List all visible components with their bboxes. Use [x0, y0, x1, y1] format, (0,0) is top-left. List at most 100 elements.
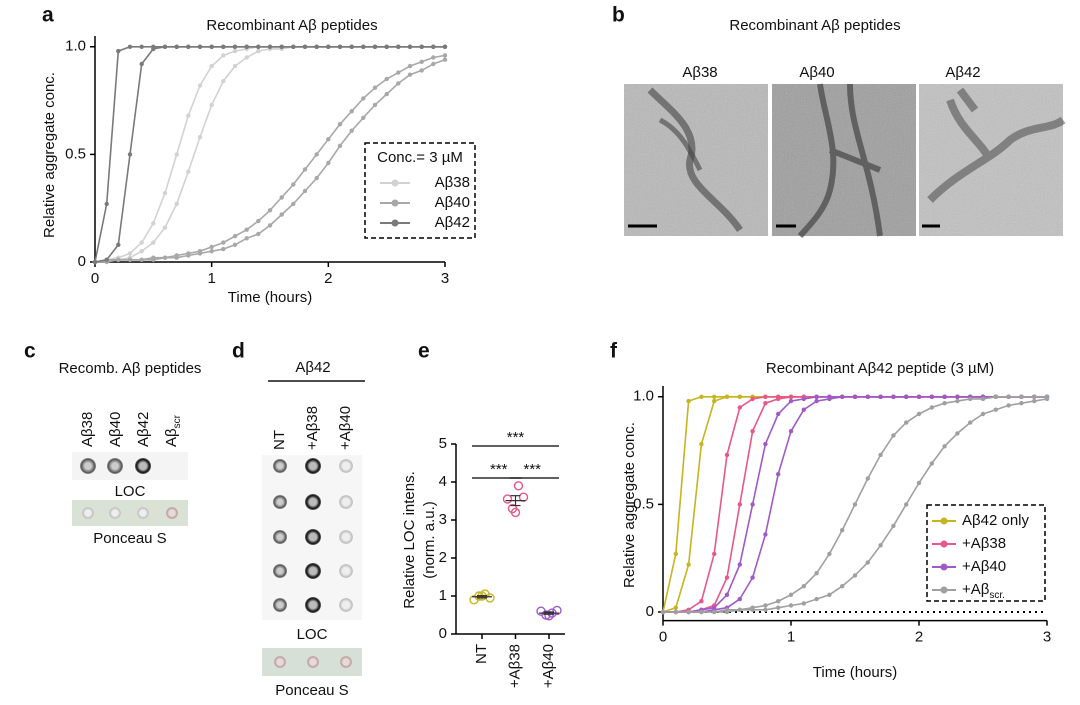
x-tick-label: 2 [324, 270, 332, 287]
data-point [518, 492, 529, 502]
legend-label-sub: scr. [989, 590, 1005, 601]
legend-dot [940, 586, 948, 594]
y-tick-label: 1.0 [633, 388, 654, 405]
x-tick-label: 3 [441, 270, 449, 287]
blot-dot [107, 458, 123, 474]
panel-title: Aβ42 [295, 359, 330, 376]
stain-dot [82, 507, 94, 519]
blot-dot [273, 459, 287, 473]
legend-dot [940, 563, 948, 571]
x-tick-label: +Aβ40 [540, 644, 557, 688]
image-label: Aβ38 [682, 64, 717, 81]
y-tick-label: 0.5 [65, 145, 86, 162]
blot-dots [273, 458, 353, 613]
stain-dot [274, 656, 286, 668]
blot-dot [305, 494, 321, 510]
y-tick-label: 0 [78, 253, 86, 270]
curve [660, 396, 1050, 615]
legend-label-main: Aβ38 [435, 174, 470, 191]
legend-label-main: Aβ42 only [962, 512, 1030, 529]
y-axis-label: (norm. a.u.) [421, 501, 438, 579]
legend-dot [940, 540, 948, 548]
significance-label: *** [523, 461, 541, 478]
legend-label: Aβ42 [435, 214, 470, 231]
chart-title: Recombinant Aβ peptides [206, 17, 377, 34]
significance-label: *** [490, 461, 508, 478]
legend-label: +Aβ40 [962, 558, 1006, 575]
y-axis-label: Relative LOC intens. [401, 471, 418, 609]
curve [92, 44, 448, 265]
y-tick-label: 0 [439, 625, 447, 642]
y-tick-label: 2 [439, 549, 447, 566]
x-tick-label: +Aβ38 [506, 644, 523, 688]
fibril [927, 87, 1066, 203]
lane-label-main: Aβ [163, 428, 180, 447]
legend-label-main: +Aβ [962, 581, 990, 598]
blot-dot [305, 597, 321, 613]
lane-label: +Aβ38 [304, 406, 321, 450]
lane-label: Aβscr [163, 414, 183, 447]
lane-label: Aβ38 [79, 412, 96, 447]
stain-dot [166, 507, 178, 519]
stain-label: Ponceau S [275, 682, 348, 699]
panel-title: Recombinant Aβ peptides [729, 17, 900, 34]
panel-label: a [42, 4, 54, 27]
legend-dot [391, 219, 399, 227]
panel-label: d [232, 340, 245, 363]
blot-dot [273, 598, 287, 612]
blot-dot [339, 495, 353, 509]
fibril [797, 83, 883, 239]
data-point [510, 507, 521, 518]
tem-images [624, 83, 1066, 239]
x-tick-label: 3 [1043, 629, 1051, 646]
chart-title: Recombinant Aβ42 peptide (3 µM) [766, 360, 994, 377]
legend-label: +Aβ38 [962, 535, 1006, 552]
texture [919, 84, 1063, 236]
legend-label: Aβ38 [435, 174, 470, 191]
legend-label-main: +Aβ40 [962, 558, 1006, 575]
x-tick-label: 0 [91, 270, 99, 287]
data-point [513, 481, 524, 491]
y-tick-label: 0.5 [633, 495, 654, 512]
legend-label: +Aβscr. [962, 581, 1005, 601]
panel-title: Recomb. Aβ peptides [59, 360, 202, 377]
significance-label: *** [507, 429, 525, 446]
stain-dot [109, 507, 121, 519]
x-tick-label: 0 [659, 629, 667, 646]
panel-label: b [612, 4, 625, 27]
legend-label: Aβ42 only [962, 512, 1030, 529]
y-tick-label: 5 [439, 435, 447, 452]
y-tick-label: 1 [439, 587, 447, 604]
data-point [552, 605, 562, 616]
blot-dot [273, 495, 287, 509]
y-tick-label: 0 [646, 603, 654, 620]
lane-label: Aβ40 [107, 412, 124, 447]
image-label: Aβ42 [945, 64, 980, 81]
blot-dot [80, 458, 96, 474]
legend-dot [391, 179, 399, 187]
blot-dot [305, 458, 321, 474]
stain-dot [137, 507, 149, 519]
panel-label: f [610, 340, 618, 363]
legend-dot [940, 517, 948, 525]
blot-dot [305, 529, 321, 545]
fibril [647, 87, 743, 233]
blot-dot [339, 564, 353, 578]
x-axis-label: Time (hours) [228, 289, 312, 306]
lane-label: +Aβ40 [337, 406, 354, 450]
x-tick-label: 1 [787, 629, 795, 646]
y-tick-label: 1.0 [65, 38, 86, 55]
x-tick-label: NT [473, 644, 490, 664]
legend-title: Conc.= 3 µM [377, 149, 463, 166]
fibril [658, 117, 703, 172]
legend-label: Aβ40 [435, 194, 470, 211]
legend-label-main: +Aβ38 [962, 535, 1006, 552]
panel-label: e [418, 340, 430, 363]
legend-dot [391, 199, 399, 207]
lane-label: Aβ42 [135, 412, 152, 447]
data-point [502, 494, 513, 504]
x-axis-label: Time (hours) [813, 664, 897, 681]
stain-dot [340, 656, 352, 668]
blot-c [72, 452, 188, 526]
